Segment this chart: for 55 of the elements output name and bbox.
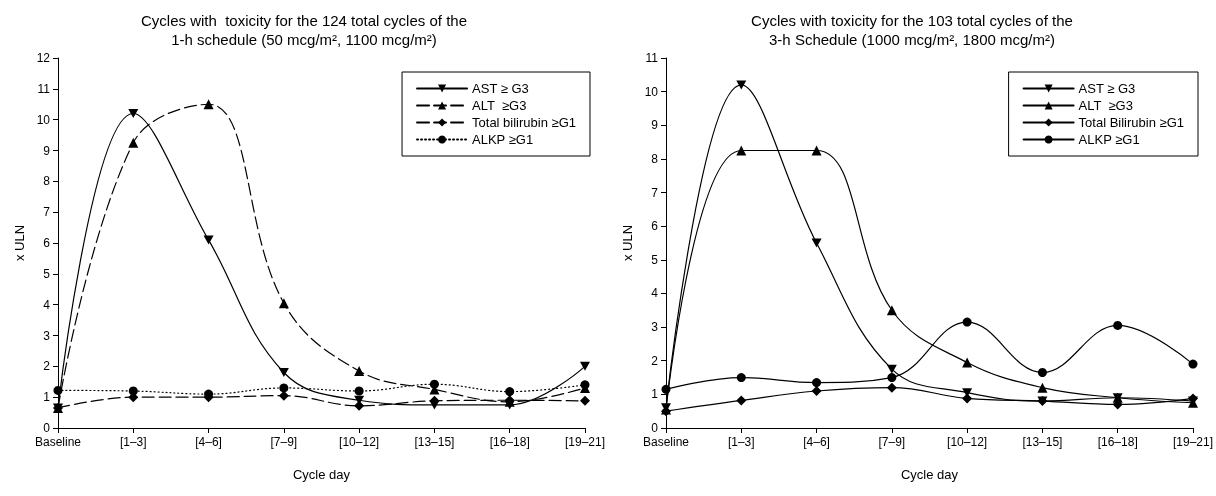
y-tick-label: 10: [36, 112, 51, 127]
y-tick-label: 7: [43, 205, 51, 220]
x-tick-label: [4–6]: [195, 435, 222, 449]
x-tick-label: [4–6]: [803, 435, 830, 449]
y-tick-label: 8: [43, 174, 51, 189]
y-tick-label: 5: [651, 252, 659, 267]
legend-label: ALKP ≥G1: [1078, 132, 1140, 147]
y-tick-label: 11: [37, 81, 51, 96]
x-tick-label: [7–9]: [270, 435, 298, 449]
y-tick-label: 0: [43, 421, 51, 435]
x-tick-label: Baseline: [642, 435, 690, 449]
x-axis-title: Cycle day: [292, 467, 351, 482]
y-axis-title: x ULN: [619, 224, 635, 262]
y-tick-label: 7: [651, 185, 659, 200]
y-tick-label: 0: [651, 421, 659, 435]
y-tick-label: 6: [651, 219, 659, 234]
x-tick-label: [19–21]: [564, 435, 605, 449]
y-axis-title: x ULN: [11, 224, 27, 262]
x-tick-label: [16–18]: [489, 435, 530, 449]
y-tick-label: 4: [43, 297, 51, 312]
x-axis-title: Cycle day: [900, 467, 959, 482]
x-tick-label: [16–18]: [1097, 435, 1138, 449]
y-tick-label: 5: [43, 266, 51, 281]
y-tick-label: 2: [43, 359, 51, 374]
chart-title: Cycles with toxicity for the 124 total cycles of the 1-h schedule (50 mcg/m², 1100 mcg/m²): [141, 12, 467, 48]
y-tick-label: 1: [651, 387, 659, 402]
y-tick-label: 3: [43, 328, 51, 343]
x-tick-label: [7–9]: [878, 435, 906, 449]
legend-label: ALKP ≥G1: [472, 132, 534, 147]
y-tick-label: 11: [645, 51, 659, 65]
y-tick-label: 4: [651, 286, 659, 301]
x-tick-label: [1–3]: [119, 435, 147, 449]
y-tick-label: 8: [651, 151, 659, 166]
x-tick-label: [13–15]: [1022, 435, 1063, 449]
y-tick-label: 9: [651, 118, 659, 133]
legend-label: ALT ≥G3: [1078, 98, 1133, 113]
legend-label: AST ≥ G3: [1078, 81, 1136, 96]
legend-label: ALT ≥G3: [472, 98, 527, 113]
x-tick-label: [13–15]: [414, 435, 455, 449]
x-tick-label: [19–21]: [1172, 435, 1213, 449]
x-tick-label: [10–12]: [339, 435, 380, 449]
x-tick-label: [1–3]: [727, 435, 755, 449]
y-tick-label: 9: [43, 143, 51, 158]
legend-label: AST ≥ G3: [472, 81, 529, 96]
legend-label: Total Bilirubin ≥G1: [1078, 115, 1184, 130]
y-tick-label: 12: [36, 51, 51, 65]
x-tick-label: [10–12]: [947, 435, 988, 449]
chart-title: Cycles with toxicity for the 103 total cycles of the 3-h Schedule (1000 mcg/m², 1800 mcg/m²): [751, 12, 1073, 48]
y-tick-label: 1: [43, 390, 51, 405]
y-tick-label: 6: [43, 236, 51, 250]
y-tick-label: 10: [644, 84, 659, 99]
y-tick-label: 2: [651, 353, 659, 368]
x-tick-label: Baseline: [34, 435, 82, 449]
y-tick-label: 3: [651, 320, 659, 335]
legend-label: Total bilirubin ≥G1: [472, 115, 577, 130]
